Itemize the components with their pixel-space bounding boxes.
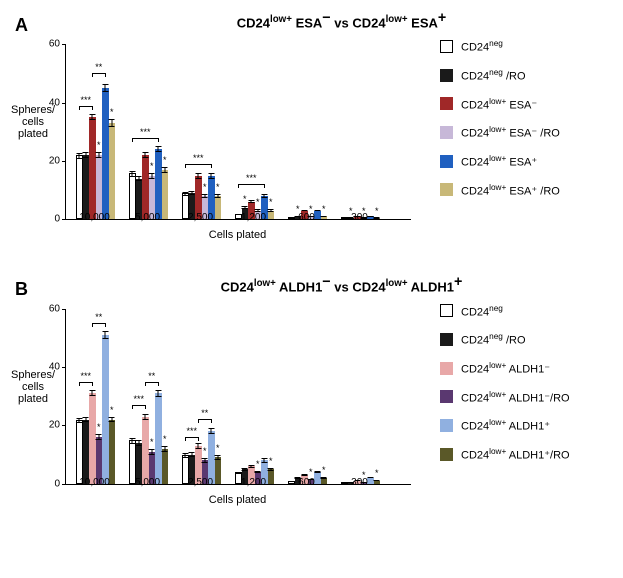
- legend-label: CD24low+ ALDH1⁻/RO: [461, 390, 570, 405]
- bar-group: **: [129, 393, 168, 483]
- panel-a-chart: Spheres/ cells plated 0204060***********…: [10, 34, 420, 254]
- xtick-label: 600: [298, 212, 315, 223]
- legend-swatch: [440, 419, 453, 432]
- bar: *: [268, 469, 275, 484]
- xtick-label: 600: [298, 477, 315, 488]
- xtick-label: 300: [351, 477, 368, 488]
- legend-item: CD24low+ ESA⁺ /RO: [440, 183, 613, 198]
- bar-group: **: [76, 335, 115, 484]
- panel-b-chart: Spheres/ cells plated 0204060***********…: [10, 299, 420, 519]
- bar: *: [321, 216, 328, 219]
- legend-label: CD24low+ ESA⁺: [461, 154, 537, 169]
- legend-swatch: [440, 183, 453, 196]
- xtick-label: 2,500: [188, 477, 213, 488]
- legend-label: CD24neg: [461, 39, 503, 54]
- legend-swatch: [440, 333, 453, 346]
- xtick-label: 300: [351, 212, 368, 223]
- legend-item: CD24low+ ALDH1⁺/RO: [440, 447, 613, 462]
- legend-item: CD24low+ ESA⁻: [440, 97, 613, 112]
- panel-a-xlabel: Cells plated: [65, 229, 410, 241]
- panel-b-label: B: [15, 279, 28, 300]
- legend-label: CD24low+ ALDH1⁺/RO: [461, 447, 570, 462]
- bar: *: [374, 218, 381, 219]
- legend-swatch: [440, 126, 453, 139]
- bar: *: [162, 170, 169, 220]
- legend-label: CD24low+ ESA⁺ /RO: [461, 183, 560, 198]
- legend-swatch: [440, 155, 453, 168]
- xtick-label: 5,000: [135, 477, 160, 488]
- panel-a-title: CD24low+ ESA− vs CD24low+ ESA+: [70, 10, 613, 30]
- xtick-label: 10,000: [79, 477, 110, 488]
- legend-swatch: [440, 97, 453, 110]
- legend-item: CD24low+ ALDH1⁺: [440, 418, 613, 433]
- legend-item: CD24low+ ESA⁻ /RO: [440, 125, 613, 140]
- legend-item: CD24low+ ALDH1⁻/RO: [440, 390, 613, 405]
- legend-label: CD24neg: [461, 304, 503, 319]
- legend-swatch: [440, 69, 453, 82]
- bar-group: **: [129, 149, 168, 219]
- legend-label: CD24low+ ESA⁻ /RO: [461, 125, 560, 140]
- legend-label: CD24low+ ALDH1⁺: [461, 418, 550, 433]
- legend-label: CD24neg /RO: [461, 68, 526, 83]
- panel-a-legend: CD24neg CD24neg /RO CD24low+ ESA⁻ CD24low+ …: [420, 34, 613, 211]
- legend-swatch: [440, 390, 453, 403]
- legend-item: CD24neg /RO: [440, 68, 613, 83]
- bar: *: [215, 457, 222, 483]
- legend-swatch: [440, 40, 453, 53]
- legend-swatch: [440, 362, 453, 375]
- panel-b-legend: CD24neg CD24neg /RO CD24low+ ALDH1⁻ CD24low…: [420, 299, 613, 476]
- panel-a-ylabel: Spheres/ cells plated: [8, 104, 58, 140]
- legend-item: CD24neg: [440, 39, 613, 54]
- xtick-label: 5,000: [135, 212, 160, 223]
- xtick-label: 2,500: [188, 212, 213, 223]
- bar: *: [268, 211, 275, 220]
- panel-b-xlabel: Cells plated: [65, 494, 410, 506]
- legend-item: CD24low+ ALDH1⁻: [440, 361, 613, 376]
- panel-b-title: CD24low+ ALDH1− vs CD24low+ ALDH1+: [70, 274, 613, 294]
- legend-item: CD24neg: [440, 304, 613, 319]
- panel-b-ylabel: Spheres/ cells plated: [8, 369, 58, 405]
- legend-label: CD24neg /RO: [461, 332, 526, 347]
- xtick-label: 10,000: [79, 212, 110, 223]
- legend-label: CD24low+ ESA⁻: [461, 97, 537, 112]
- panel-a: A CD24low+ ESA− vs CD24low+ ESA+ Spheres…: [10, 10, 613, 254]
- bar: *: [374, 481, 381, 484]
- bar: *: [109, 123, 116, 219]
- legend-item: CD24neg /RO: [440, 332, 613, 347]
- xtick-label: 1,200: [241, 477, 266, 488]
- bar-group: **: [76, 88, 115, 219]
- bar: *: [109, 420, 116, 484]
- bar: *: [215, 196, 222, 219]
- legend-item: CD24low+ ESA⁺: [440, 154, 613, 169]
- legend-swatch: [440, 304, 453, 317]
- legend-swatch: [440, 448, 453, 461]
- legend-label: CD24low+ ALDH1⁻: [461, 361, 550, 376]
- bar: *: [321, 478, 328, 484]
- panel-b: B CD24low+ ALDH1− vs CD24low+ ALDH1+ Sph…: [10, 274, 613, 518]
- panel-a-label: A: [15, 15, 28, 36]
- bar: *: [162, 449, 169, 484]
- xtick-label: 1,200: [241, 212, 266, 223]
